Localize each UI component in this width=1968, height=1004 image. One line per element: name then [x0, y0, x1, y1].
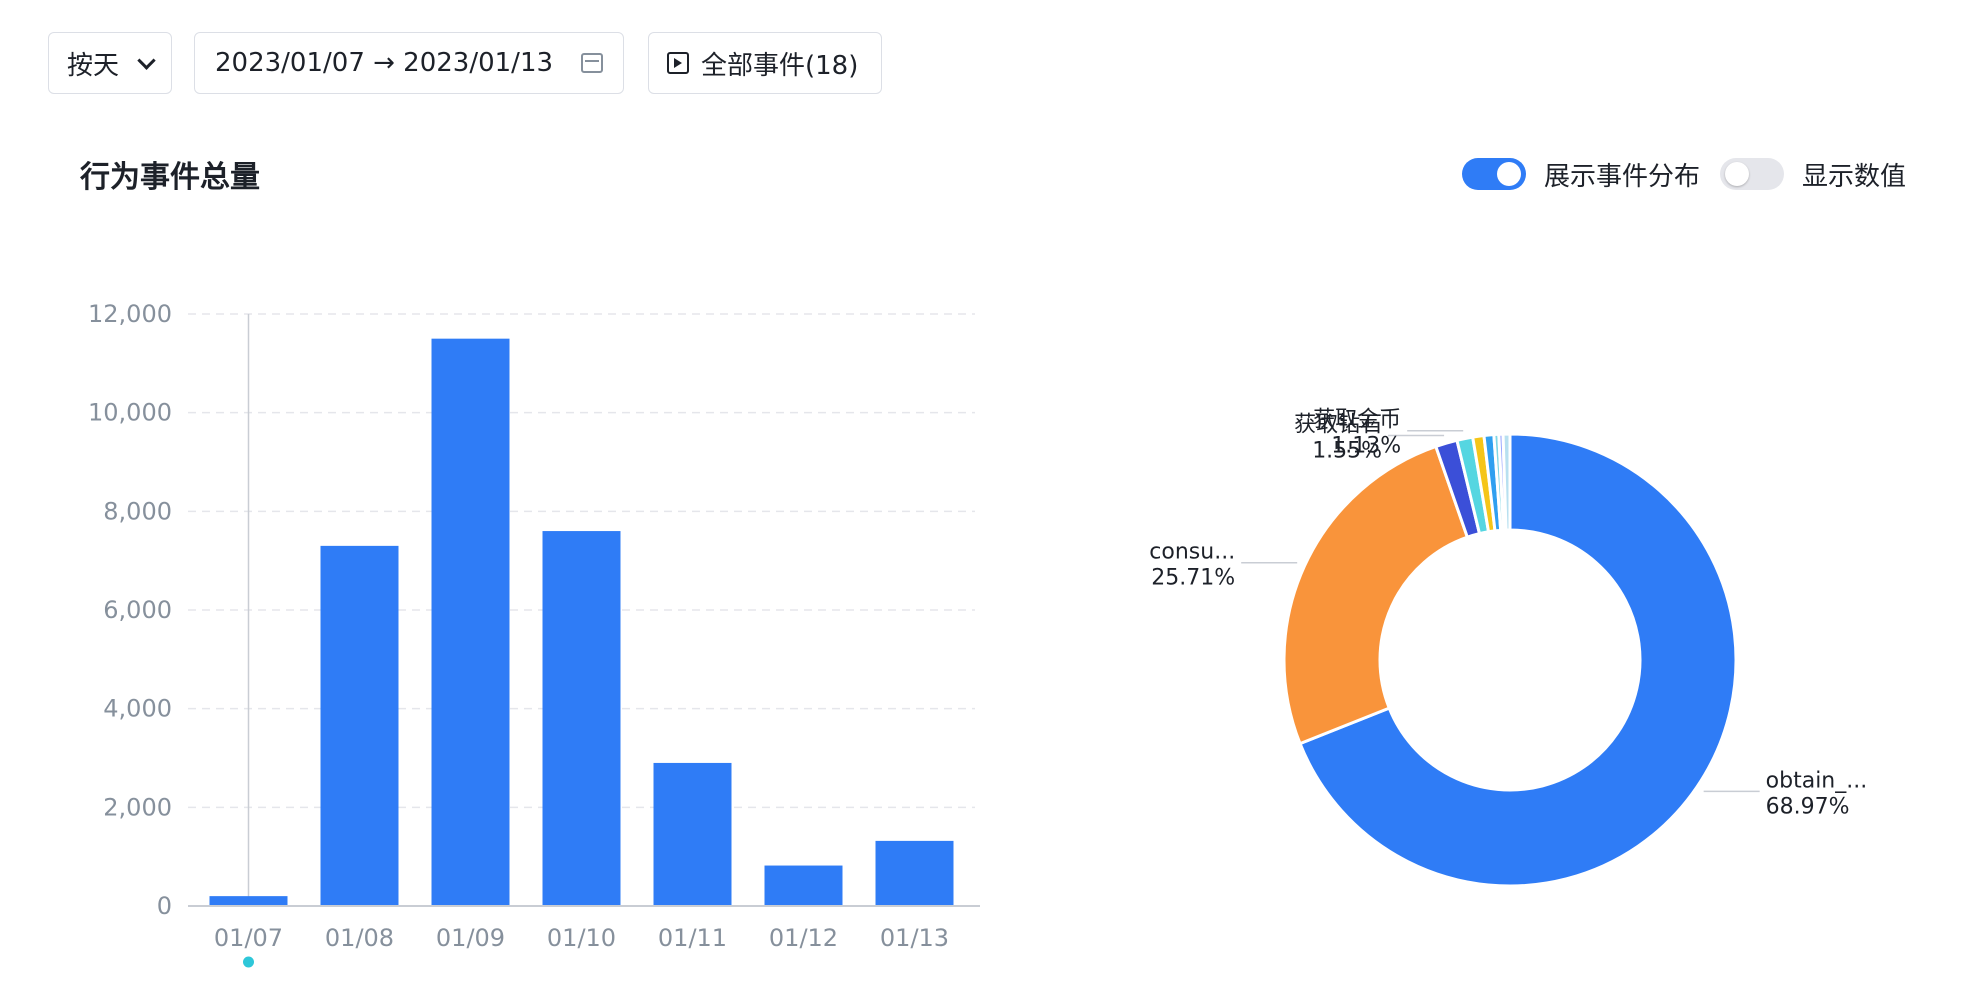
bar-01/07[interactable]	[209, 896, 288, 906]
y-tick-label: 4,000	[103, 695, 172, 723]
highlight-marker	[243, 956, 254, 968]
distribution-toggle-label: 展示事件分布	[1544, 162, 1701, 192]
y-tick-label: 12,000	[88, 300, 172, 328]
x-tick-label: 01/07	[214, 924, 283, 952]
slice-percent: 25.71%	[1151, 566, 1235, 591]
x-tick-label: 01/12	[769, 924, 838, 952]
y-tick-label: 6,000	[103, 596, 172, 624]
bar-01/10[interactable]	[542, 531, 621, 906]
granularity-select[interactable]: 按天	[48, 32, 172, 94]
bar-01/08[interactable]	[320, 545, 399, 906]
x-tick-label: 01/10	[547, 924, 616, 952]
slice-label: obtain_...	[1766, 768, 1868, 793]
calendar-icon	[581, 53, 603, 73]
donut-slice[interactable]	[1298, 432, 1738, 888]
event-filter-label: 全部事件(18)	[701, 50, 859, 81]
donut-slice[interactable]	[1282, 444, 1470, 746]
distribution-toggle[interactable]	[1462, 158, 1526, 190]
slice-percent: 68.97%	[1766, 794, 1850, 819]
date-range-text: 2023/01/07 → 2023/01/13	[215, 48, 554, 78]
bar-01/13[interactable]	[875, 840, 954, 906]
y-tick-label: 2,000	[103, 793, 172, 821]
show-values-toggle[interactable]	[1720, 158, 1784, 190]
toggle-knob	[1497, 162, 1521, 186]
slice-label: 获取金币	[1313, 408, 1401, 433]
slice-label: 获取钻石	[1294, 412, 1382, 437]
y-tick-label: 8,000	[103, 497, 172, 525]
donut-slice[interactable]	[1501, 432, 1512, 532]
bar-01/11[interactable]	[653, 762, 732, 906]
x-tick-label: 01/09	[436, 924, 505, 952]
chart-title: 行为事件总量	[80, 160, 260, 195]
slice-percent: 1.55%	[1312, 438, 1382, 463]
y-tick-label: 10,000	[88, 399, 172, 427]
y-tick-label: 0	[157, 892, 172, 920]
x-tick-label: 01/08	[325, 924, 394, 952]
x-tick-label: 01/11	[658, 924, 727, 952]
slice-label: consu...	[1149, 540, 1235, 565]
toggle-knob	[1725, 162, 1749, 186]
slice-percent: 1.13%	[1331, 434, 1401, 459]
bar-01/09[interactable]	[431, 338, 510, 907]
date-range-picker[interactable]: 2023/01/07 → 2023/01/13	[194, 32, 624, 94]
bar-01/12[interactable]	[764, 865, 843, 906]
event-filter-button[interactable]: 全部事件(18)	[648, 32, 882, 94]
event-icon	[667, 52, 689, 74]
show-values-toggle-label: 显示数值	[1802, 162, 1907, 192]
granularity-label: 按天	[67, 50, 120, 81]
x-tick-label: 01/13	[880, 924, 949, 952]
